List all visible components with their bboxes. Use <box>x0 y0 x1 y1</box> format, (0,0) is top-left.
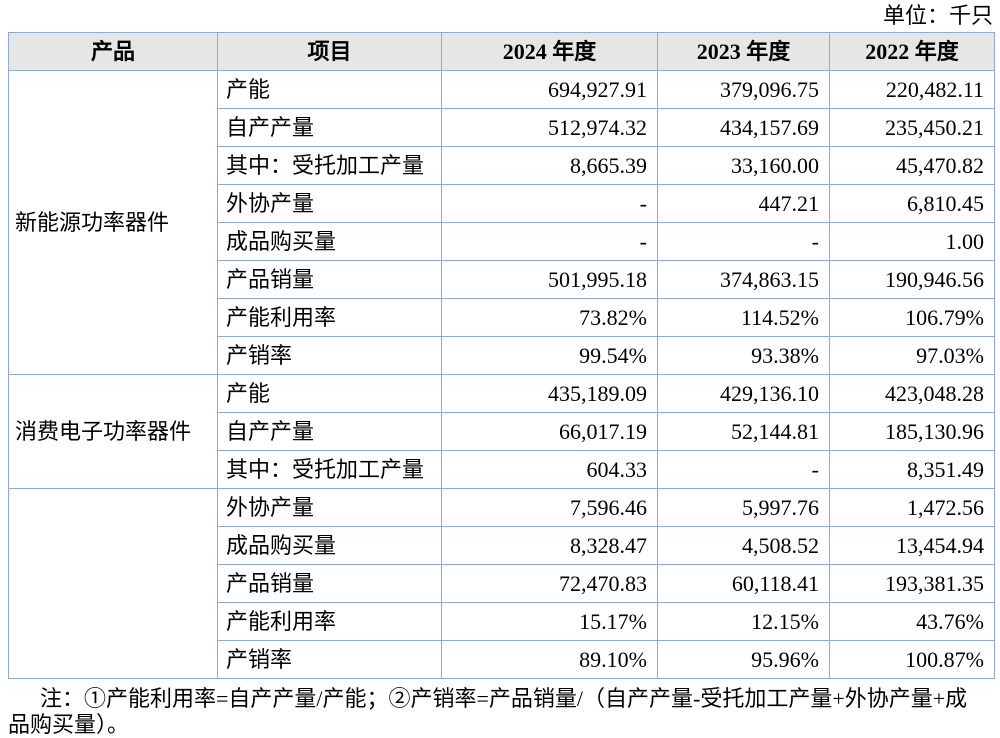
table-row: 产销率 99.54% 93.38% 97.03% <box>9 336 995 375</box>
value-cell-2023: 447.21 <box>657 184 830 223</box>
value-cell-2022: 43.76% <box>829 602 995 641</box>
item-cell: 其中：受托加工产量 <box>217 146 442 185</box>
table-row: 外协产量 7,596.46 5,997.76 1,472.56 <box>8 488 995 679</box>
value-cell-2023: 429,136.10 <box>657 374 830 413</box>
value-cell-2024: 694,927.91 <box>441 70 658 109</box>
value-cell-2024: 73.82% <box>441 298 658 337</box>
value-cell-2023: 93.38% <box>657 336 830 375</box>
item-cell: 其中：受托加工产量 <box>217 450 442 489</box>
table-row: 产品销量 501,995.18 374,863.15 190,946.56 <box>9 260 995 299</box>
item-cell: 产销率 <box>217 336 442 375</box>
value-cell-2023: - <box>657 450 830 489</box>
value-cell-2024: 435,189.09 <box>441 374 658 413</box>
value-cell-2023: 5,997.76 <box>657 488 830 527</box>
value-cell-2022: 1,472.56 <box>829 488 995 527</box>
item-cell: 自产产量 <box>217 412 442 451</box>
value-cell-2023: 434,157.69 <box>657 108 830 147</box>
value-cell-2022: 185,130.96 <box>829 412 995 451</box>
value-cell-2024: 7,596.46 <box>441 488 658 527</box>
value-cell-2024: 15.17% <box>441 602 658 641</box>
product-cell-consumer-electronics: 消费电子功率器件 <box>8 374 218 489</box>
item-cell: 产能 <box>217 374 442 413</box>
item-cell: 成品购买量 <box>217 222 442 261</box>
value-cell-2022: 13,454.94 <box>829 526 995 565</box>
table-row: 成品购买量 8,328.47 4,508.52 13,454.94 <box>9 526 995 565</box>
unit-label: 单位：千只 <box>882 3 993 28</box>
value-cell-2022: 8,351.49 <box>829 450 995 489</box>
value-cell-2022: 1.00 <box>829 222 995 261</box>
table-row: 产品销量 72,470.83 60,118.41 193,381.35 <box>9 564 995 603</box>
value-cell-2022: 100.87% <box>829 640 995 679</box>
item-cell: 成品购买量 <box>217 526 442 565</box>
value-cell-2023: 114.52% <box>657 298 830 337</box>
value-cell-2022: 97.03% <box>829 336 995 375</box>
value-cell-2024: 99.54% <box>441 336 658 375</box>
value-cell-2024: 512,974.32 <box>441 108 658 147</box>
value-cell-2024: - <box>441 184 658 223</box>
table-row: 产能利用率 15.17% 12.15% 43.76% <box>9 602 995 641</box>
table-header-row: 产品 项目 2024 年度 2023 年度 2022 年度 <box>8 32 995 71</box>
item-cell: 外协产量 <box>217 488 442 527</box>
value-cell-2022: 193,381.35 <box>829 564 995 603</box>
item-cell: 产品销量 <box>217 260 442 299</box>
value-cell-2024: 66,017.19 <box>441 412 658 451</box>
col-header-2024: 2024 年度 <box>441 32 658 71</box>
item-cell: 产能 <box>217 70 442 109</box>
value-cell-2022: 220,482.11 <box>829 70 995 109</box>
col-header-item: 项目 <box>217 32 442 71</box>
value-cell-2023: 374,863.15 <box>657 260 830 299</box>
value-cell-2023: 52,144.81 <box>657 412 830 451</box>
value-cell-2024: 89.10% <box>441 640 658 679</box>
value-cell-2022: 235,450.21 <box>829 108 995 147</box>
value-cell-2024: 8,328.47 <box>441 526 658 565</box>
value-cell-2022: 106.79% <box>829 298 995 337</box>
footnote: 注：①产能利用率=自产产量/产能；②产销率=产品销量/（自产产量-受托加工产量+… <box>8 686 968 737</box>
col-header-2023: 2023 年度 <box>657 32 830 71</box>
col-header-2022: 2022 年度 <box>829 32 995 71</box>
col-header-product: 产品 <box>8 32 218 71</box>
table-row: 自产产量 66,017.19 52,144.81 185,130.96 <box>9 412 995 451</box>
table-row: 成品购买量 - - 1.00 <box>9 222 995 261</box>
value-cell-2024: - <box>441 222 658 261</box>
item-cell: 产销率 <box>217 640 442 679</box>
table-row: 产销率 89.10% 95.96% 100.87% <box>9 640 995 679</box>
value-cell-2023: - <box>657 222 830 261</box>
value-cell-2023: 60,118.41 <box>657 564 830 603</box>
value-cell-2023: 4,508.52 <box>657 526 830 565</box>
table-row: 消费电子功率器件 产能 435,189.09 429,136.10 423,04… <box>8 374 995 489</box>
value-cell-2022: 423,048.28 <box>829 374 995 413</box>
value-cell-2024: 72,470.83 <box>441 564 658 603</box>
item-cell: 产品销量 <box>217 564 442 603</box>
item-cell: 产能利用率 <box>217 602 442 641</box>
value-cell-2023: 379,096.75 <box>657 70 830 109</box>
value-cell-2022: 45,470.82 <box>829 146 995 185</box>
table-row: 新能源功率器件 产能 694,927.91 379,096.75 220,482… <box>8 70 995 375</box>
value-cell-2024: 501,995.18 <box>441 260 658 299</box>
product-cell-empty <box>8 488 218 679</box>
value-cell-2023: 33,160.00 <box>657 146 830 185</box>
item-cell: 产能利用率 <box>217 298 442 337</box>
value-cell-2023: 95.96% <box>657 640 830 679</box>
product-cell-new-energy: 新能源功率器件 <box>8 70 218 375</box>
item-cell: 自产产量 <box>217 108 442 147</box>
table-row: 外协产量 - 447.21 6,810.45 <box>9 184 995 223</box>
production-capacity-table: 产品 项目 2024 年度 2023 年度 2022 年度 新能源功率器件 产能… <box>8 32 995 679</box>
value-cell-2024: 604.33 <box>441 450 658 489</box>
value-cell-2022: 190,946.56 <box>829 260 995 299</box>
value-cell-2022: 6,810.45 <box>829 184 995 223</box>
item-cell: 外协产量 <box>217 184 442 223</box>
value-cell-2023: 12.15% <box>657 602 830 641</box>
value-cell-2024: 8,665.39 <box>441 146 658 185</box>
